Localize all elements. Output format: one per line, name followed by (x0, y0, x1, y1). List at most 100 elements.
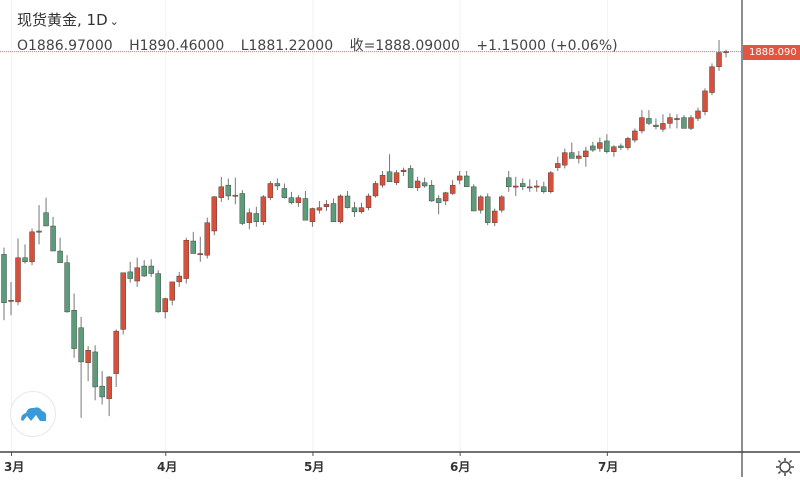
candle-body (386, 171, 393, 183)
candle-body (583, 150, 589, 157)
candle-body (379, 174, 386, 186)
candle-body (611, 146, 617, 152)
candle-body (134, 267, 140, 282)
candle-body (330, 203, 337, 223)
chevron-down-icon[interactable]: ⌄ (109, 15, 119, 28)
candle-body (716, 52, 722, 67)
candle-body (604, 140, 610, 152)
candle-body (449, 184, 456, 194)
candle-body (477, 196, 484, 211)
candle-body (267, 183, 274, 198)
candle-body (162, 298, 168, 313)
candle-body (576, 155, 582, 159)
candle-body (723, 51, 729, 54)
candle-body (127, 271, 133, 279)
cloud-logo-icon[interactable] (10, 391, 56, 437)
candle-body (548, 172, 554, 193)
candle-body (92, 351, 98, 388)
candle-body (702, 90, 708, 112)
candle-body (365, 195, 372, 208)
candle-body (155, 273, 161, 313)
gear-icon[interactable] (775, 457, 795, 477)
candle-body (274, 183, 281, 187)
candle-body (113, 330, 119, 374)
candle-body (681, 117, 687, 129)
candle-body (106, 376, 112, 399)
candle-body (190, 240, 196, 254)
candle-body (260, 196, 267, 223)
candle-body (421, 182, 428, 187)
candle-body (667, 117, 673, 124)
candle-body (148, 265, 154, 274)
x-tick-label: 7月 (598, 460, 619, 474)
symbol-title: 现货黄金, 1D (17, 11, 108, 29)
ohlc-legend: O1886.97000 H1890.46000 L1881.22000 收=18… (17, 35, 630, 55)
candle-body (562, 152, 568, 166)
candle-body (688, 117, 694, 129)
candle-body (15, 257, 21, 303)
candle-body (1, 254, 7, 303)
candle-body (36, 230, 42, 233)
x-tick-label: 6月 (450, 460, 471, 474)
candle-body (660, 123, 666, 130)
open-value: O1886.97000 (17, 38, 113, 54)
candle-body (169, 281, 175, 301)
candle-body (309, 208, 316, 223)
candle-body (64, 262, 70, 313)
candle-body (281, 188, 288, 198)
candle-body (456, 175, 463, 181)
candle-body (120, 272, 126, 330)
candle-body (674, 118, 680, 120)
candle-body (29, 231, 35, 263)
x-tick-label: 3月 (4, 460, 25, 474)
candle-body (695, 110, 701, 119)
candle-body (618, 145, 624, 148)
candle-body (625, 138, 631, 148)
candle-body (22, 257, 28, 263)
candle-body (632, 130, 638, 141)
high-value: H1890.46000 (129, 38, 225, 54)
candle-body (534, 185, 540, 188)
candle-body (204, 222, 210, 256)
candle-body (316, 207, 323, 211)
candle-body (400, 169, 407, 172)
candle-body (239, 193, 246, 224)
candle-body (43, 212, 49, 227)
candle-body (597, 142, 603, 149)
candle-body (295, 197, 302, 203)
candle-body (463, 175, 470, 188)
candle-body (8, 300, 14, 302)
candle-body (492, 210, 498, 223)
candle-body (246, 212, 253, 223)
candle-body (414, 180, 421, 188)
candle-body (50, 225, 56, 252)
candle-body (470, 186, 477, 212)
candle-body (484, 196, 491, 223)
candle-body (211, 196, 218, 232)
candle-body (520, 183, 526, 188)
candle-body (57, 250, 63, 263)
candle-body (85, 350, 91, 363)
candle-body (351, 207, 358, 213)
candle-body (344, 195, 351, 208)
candle-body (183, 239, 189, 279)
candle-body (407, 168, 414, 188)
candle-body (506, 177, 512, 188)
candle-body (555, 163, 561, 168)
close-value: 收=1888.09000 (349, 38, 460, 54)
symbol-selector[interactable]: 现货黄金, 1D ⌄ (17, 9, 119, 30)
candle-body (428, 184, 435, 202)
candle-body (590, 145, 596, 151)
candle-body (253, 213, 260, 223)
last-price-label: 1888.090 (743, 45, 800, 60)
candle-body (527, 186, 533, 189)
candle-body (232, 194, 239, 197)
candle-body (288, 197, 295, 203)
candle-body (141, 265, 147, 277)
candle-body (337, 195, 344, 223)
candle-body (513, 185, 519, 188)
candle-body (442, 192, 449, 202)
candle-body (176, 275, 182, 283)
candle-body (541, 186, 547, 193)
